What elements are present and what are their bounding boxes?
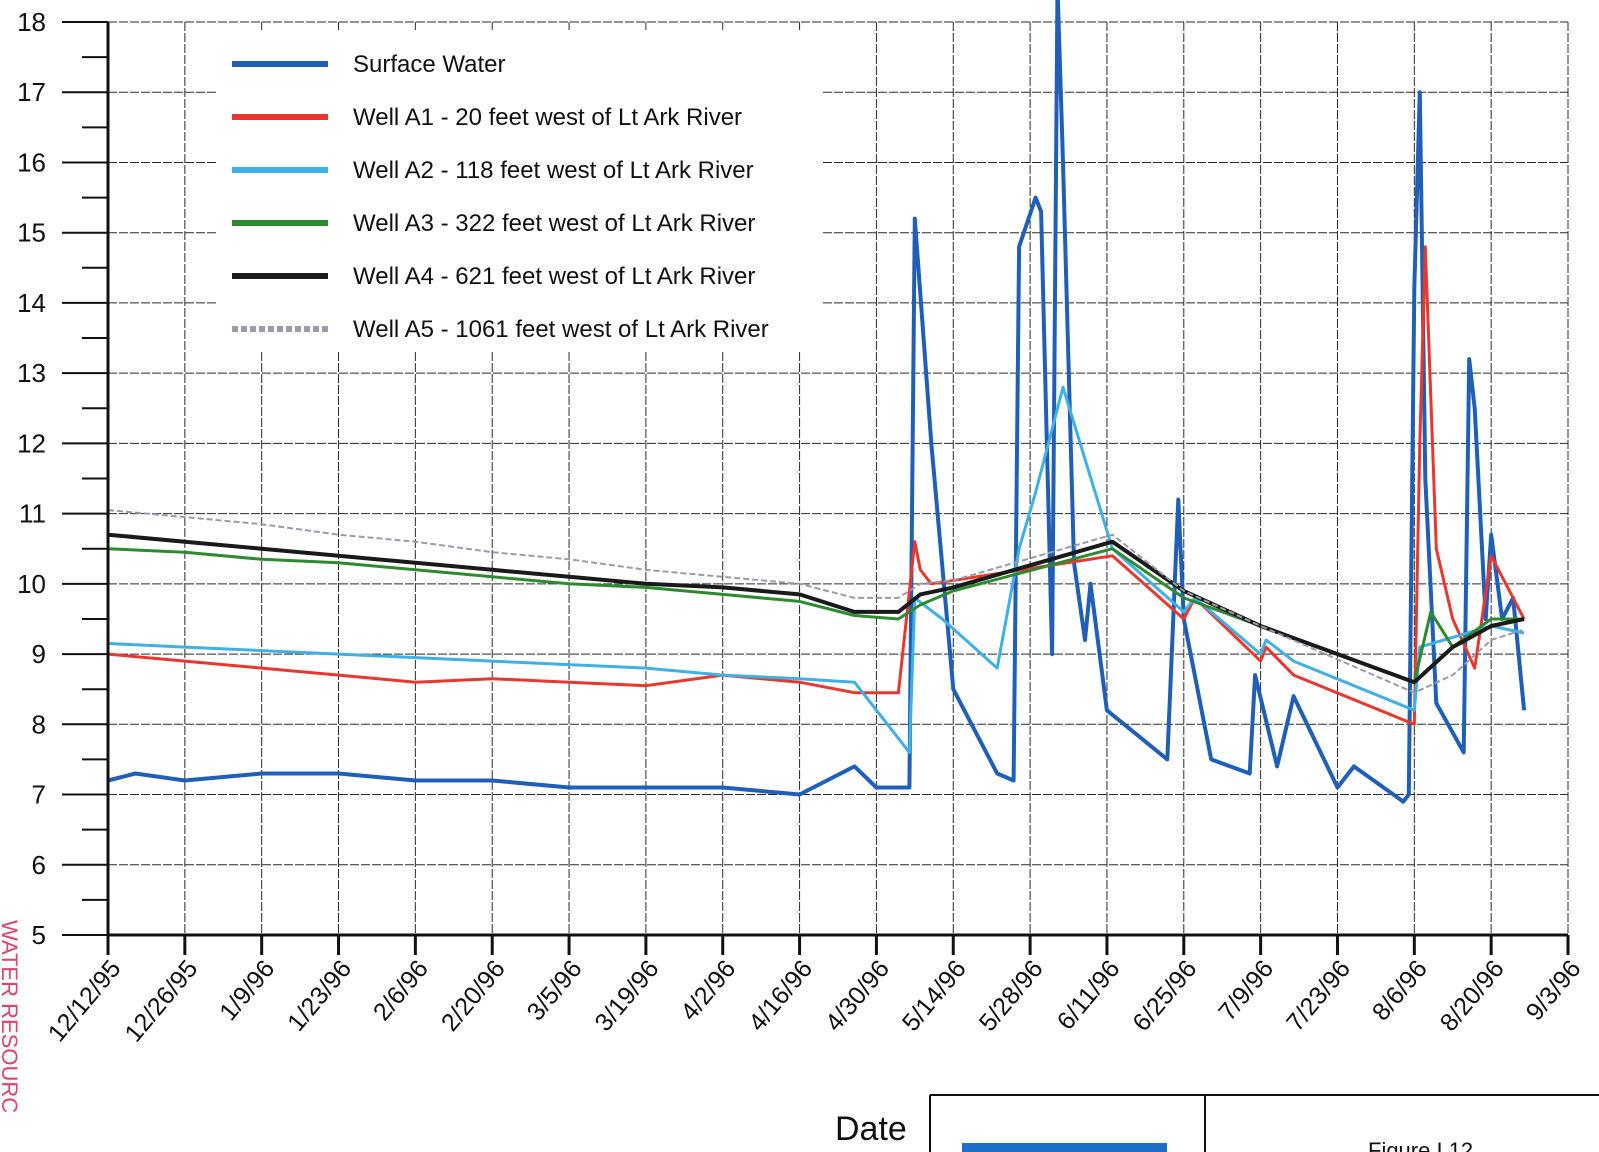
legend-label: Well A2 - 118 feet west of Lt Ark River [353, 157, 754, 184]
x-tick-label: 12/26/95 [119, 955, 203, 1048]
legend-label: Well A4 - 621 feet west of Lt Ark River [353, 263, 755, 290]
y-tick-label: 9 [32, 639, 46, 669]
y-tick-label: 14 [17, 288, 46, 318]
legend-label: Well A5 - 1061 feet west of Lt Ark River [353, 316, 769, 343]
legend-label: Surface Water [353, 51, 506, 78]
x-tick-label: 9/3/96 [1520, 955, 1586, 1026]
x-tick-label: 7/9/96 [1213, 955, 1279, 1026]
y-tick-label: 17 [17, 77, 46, 107]
series-line-1 [107, 245, 1526, 726]
x-tick-label: 3/5/96 [522, 955, 588, 1026]
logo-mark [962, 1143, 1167, 1152]
x-tick-label: 8/20/96 [1435, 955, 1510, 1037]
y-tick-label: 10 [17, 569, 46, 599]
y-tick-label: 6 [32, 850, 46, 880]
legend-label: Well A3 - 322 feet west of Lt Ark River [353, 210, 755, 237]
x-tick-label: 2/20/96 [436, 955, 511, 1037]
y-tick-label: 13 [17, 358, 46, 388]
x-tick-label: 4/30/96 [820, 955, 895, 1037]
series-layer [107, 0, 1527, 804]
legend-label: Well A1 - 20 feet west of Lt Ark River [353, 104, 742, 131]
x-tick-label: 12/12/95 [43, 955, 127, 1048]
figure-label: Figure I.12 [1368, 1138, 1473, 1152]
x-tick-label: 6/11/96 [1052, 955, 1126, 1035]
y-tick-label: 18 [17, 7, 46, 37]
series-line-3 [107, 547, 1525, 684]
x-tick-label: 5/28/96 [974, 955, 1049, 1037]
series-line-5 [107, 509, 1525, 694]
y-tick-label: 16 [17, 147, 46, 177]
y-tick-label: 5 [32, 920, 46, 950]
x-tick-label: 1/23/96 [282, 955, 357, 1037]
x-tick-label: 4/16/96 [743, 955, 818, 1037]
y-tick-label: 15 [17, 218, 46, 248]
legend: Surface Water Well A1 - 20 feet west of L… [216, 30, 821, 350]
series-line-0 [107, 0, 1527, 804]
x-tick-label: 4/2/96 [675, 955, 741, 1026]
y-tick-label: 11 [19, 499, 46, 529]
footer: Date Figure I.12 WATER RESOURC [0, 920, 1599, 1152]
x-tick-label: 8/6/96 [1367, 955, 1433, 1026]
y-tick-label: 8 [32, 709, 46, 739]
legend-background [216, 30, 821, 350]
x-tick-label: 2/6/96 [368, 955, 434, 1026]
x-axis-title: Date [835, 1110, 907, 1148]
series-line-4 [107, 532, 1525, 685]
x-tick-label: 6/25/96 [1127, 955, 1202, 1037]
series-line-2 [107, 385, 1525, 754]
x-tick-label: 5/14/96 [897, 955, 972, 1037]
x-tick-label: 7/23/96 [1281, 955, 1356, 1037]
x-tick-label: 3/19/96 [589, 955, 664, 1037]
y-tick-label: 12 [17, 428, 46, 458]
x-tick-label: 1/9/96 [214, 955, 280, 1026]
y-tick-label: 7 [32, 780, 46, 810]
side-margin-text: WATER RESOURC [0, 920, 22, 1113]
